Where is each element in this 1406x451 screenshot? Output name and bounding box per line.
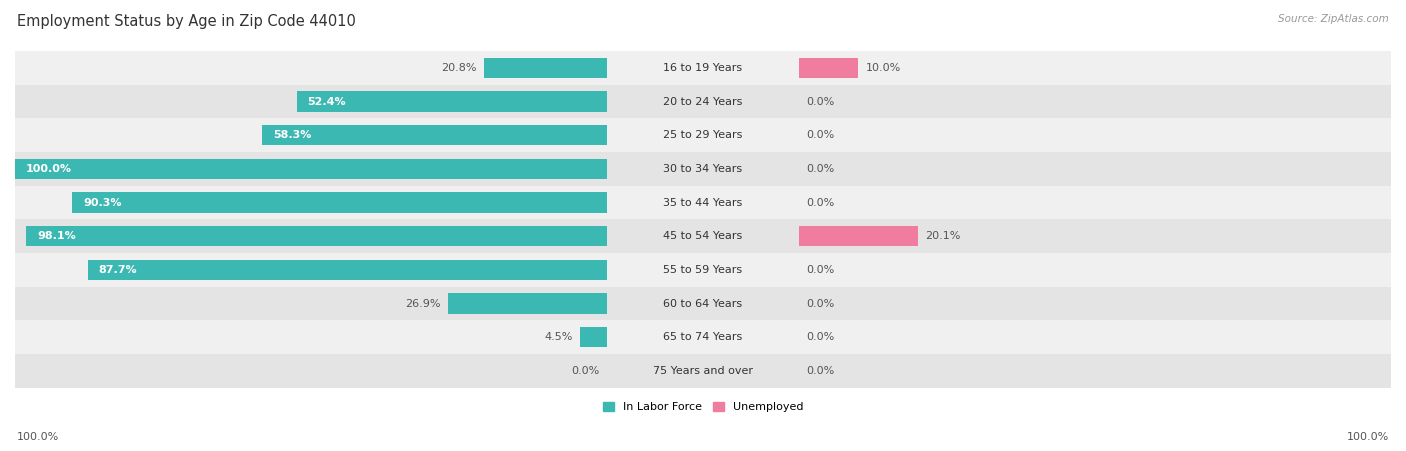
Bar <box>87 260 606 280</box>
Text: 0.0%: 0.0% <box>806 130 834 140</box>
Bar <box>15 119 1391 152</box>
Text: Employment Status by Age in Zip Code 44010: Employment Status by Age in Zip Code 440… <box>17 14 356 28</box>
Bar <box>297 92 606 112</box>
Text: 58.3%: 58.3% <box>273 130 311 140</box>
Text: 100.0%: 100.0% <box>1347 432 1389 442</box>
Text: 0.0%: 0.0% <box>806 332 834 342</box>
Bar <box>15 51 1391 85</box>
Text: 25 to 29 Years: 25 to 29 Years <box>664 130 742 140</box>
Text: 87.7%: 87.7% <box>98 265 138 275</box>
Bar <box>262 125 606 145</box>
Text: 65 to 74 Years: 65 to 74 Years <box>664 332 742 342</box>
Bar <box>15 253 1391 287</box>
Bar <box>15 85 1391 119</box>
Text: 16 to 19 Years: 16 to 19 Years <box>664 63 742 73</box>
Text: 60 to 64 Years: 60 to 64 Years <box>664 299 742 308</box>
Text: 45 to 54 Years: 45 to 54 Years <box>664 231 742 241</box>
Legend: In Labor Force, Unemployed: In Labor Force, Unemployed <box>603 402 803 413</box>
Bar <box>15 220 1391 253</box>
Text: 0.0%: 0.0% <box>806 97 834 106</box>
Bar <box>447 294 606 314</box>
Bar <box>800 58 859 78</box>
Text: 100.0%: 100.0% <box>17 432 59 442</box>
Bar <box>484 58 606 78</box>
Text: 10.0%: 10.0% <box>865 63 901 73</box>
Bar <box>800 226 918 246</box>
Text: 0.0%: 0.0% <box>806 164 834 174</box>
Bar <box>72 193 606 213</box>
Bar <box>15 159 606 179</box>
Text: 0.0%: 0.0% <box>806 299 834 308</box>
Text: 35 to 44 Years: 35 to 44 Years <box>664 198 742 207</box>
Text: 90.3%: 90.3% <box>83 198 122 207</box>
Text: 20.8%: 20.8% <box>441 63 477 73</box>
Bar <box>27 226 606 246</box>
Text: 0.0%: 0.0% <box>806 265 834 275</box>
Text: 0.0%: 0.0% <box>806 198 834 207</box>
Bar <box>15 186 1391 220</box>
Text: 0.0%: 0.0% <box>806 366 834 376</box>
Bar <box>581 327 606 347</box>
Text: 0.0%: 0.0% <box>572 366 600 376</box>
Text: 52.4%: 52.4% <box>308 97 346 106</box>
Text: 20.1%: 20.1% <box>925 231 960 241</box>
Text: 20 to 24 Years: 20 to 24 Years <box>664 97 742 106</box>
Text: 98.1%: 98.1% <box>37 231 76 241</box>
Text: 100.0%: 100.0% <box>25 164 72 174</box>
Bar <box>15 320 1391 354</box>
Text: 26.9%: 26.9% <box>405 299 440 308</box>
Text: 4.5%: 4.5% <box>544 332 574 342</box>
Text: Source: ZipAtlas.com: Source: ZipAtlas.com <box>1278 14 1389 23</box>
Bar <box>15 354 1391 388</box>
Text: 30 to 34 Years: 30 to 34 Years <box>664 164 742 174</box>
Text: 75 Years and over: 75 Years and over <box>652 366 754 376</box>
Bar <box>15 152 1391 186</box>
Text: 55 to 59 Years: 55 to 59 Years <box>664 265 742 275</box>
Bar <box>15 287 1391 320</box>
